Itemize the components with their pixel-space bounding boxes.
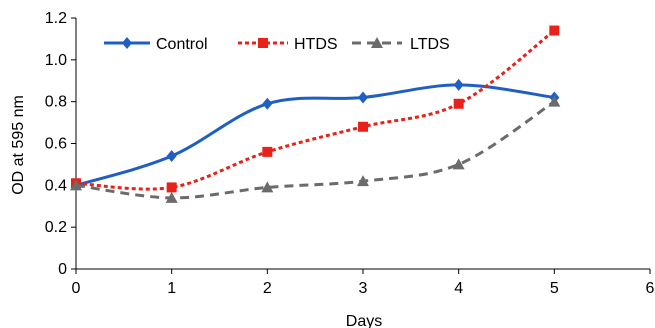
legend-item-ltds: LTDS bbox=[352, 36, 450, 53]
y-tick-label: 0.8 bbox=[45, 94, 67, 111]
y-tick-label: 0.4 bbox=[45, 177, 67, 194]
data-point-htds bbox=[453, 98, 464, 109]
data-point-htds bbox=[166, 182, 177, 193]
legend-marker-ltds bbox=[371, 37, 383, 48]
x-tick-label: 4 bbox=[454, 280, 463, 297]
y-tick-label: 1.2 bbox=[45, 10, 67, 27]
series-control bbox=[71, 78, 560, 192]
x-tick-label: 5 bbox=[550, 280, 559, 297]
data-point-control bbox=[166, 150, 177, 163]
y-axis-title: OD at 595 nm bbox=[10, 95, 27, 195]
y-tick-label: 0 bbox=[58, 261, 67, 278]
data-point-ltds bbox=[452, 158, 465, 170]
x-tick-label: 1 bbox=[167, 280, 176, 297]
series-line-control bbox=[75, 83, 555, 187]
data-point-control bbox=[453, 78, 464, 91]
legend-marker-control bbox=[122, 37, 132, 49]
series-group bbox=[70, 25, 561, 203]
x-axis-title: Days bbox=[346, 313, 382, 328]
y-tick-label: 1.0 bbox=[45, 52, 67, 69]
legend-label-ltds: LTDS bbox=[410, 36, 450, 53]
data-point-control bbox=[262, 97, 273, 110]
data-point-control bbox=[358, 91, 368, 104]
y-tick-label: 0.6 bbox=[45, 136, 67, 153]
data-point-ltds bbox=[548, 95, 561, 107]
data-point-htds bbox=[262, 146, 273, 157]
legend-item-control: Control bbox=[104, 36, 208, 53]
data-point-htds bbox=[358, 121, 368, 132]
legend-label-htds: HTDS bbox=[294, 36, 338, 53]
x-tick-label: 0 bbox=[72, 280, 81, 297]
legend: Control HTDS LTDS bbox=[104, 36, 450, 53]
data-point-ltds bbox=[357, 175, 369, 187]
series-ltds bbox=[70, 95, 561, 203]
legend-label-control: Control bbox=[156, 36, 208, 53]
axes: 0 0.2 0.4 0.6 0.8 1.0 1.2 0 1 2 3 4 5 6 bbox=[45, 10, 655, 297]
legend-marker-htds bbox=[258, 38, 268, 48]
data-point-ltds bbox=[70, 179, 82, 191]
y-tick-label: 0.2 bbox=[45, 219, 67, 236]
data-point-ltds bbox=[261, 181, 274, 193]
x-tick-label: 2 bbox=[263, 280, 272, 297]
data-point-htds bbox=[549, 25, 560, 36]
legend-item-htds: HTDS bbox=[238, 36, 338, 53]
x-tick-label: 6 bbox=[646, 280, 655, 297]
data-point-ltds bbox=[165, 191, 178, 203]
x-tick-label: 3 bbox=[359, 280, 368, 297]
series-line-ltds bbox=[75, 100, 556, 200]
